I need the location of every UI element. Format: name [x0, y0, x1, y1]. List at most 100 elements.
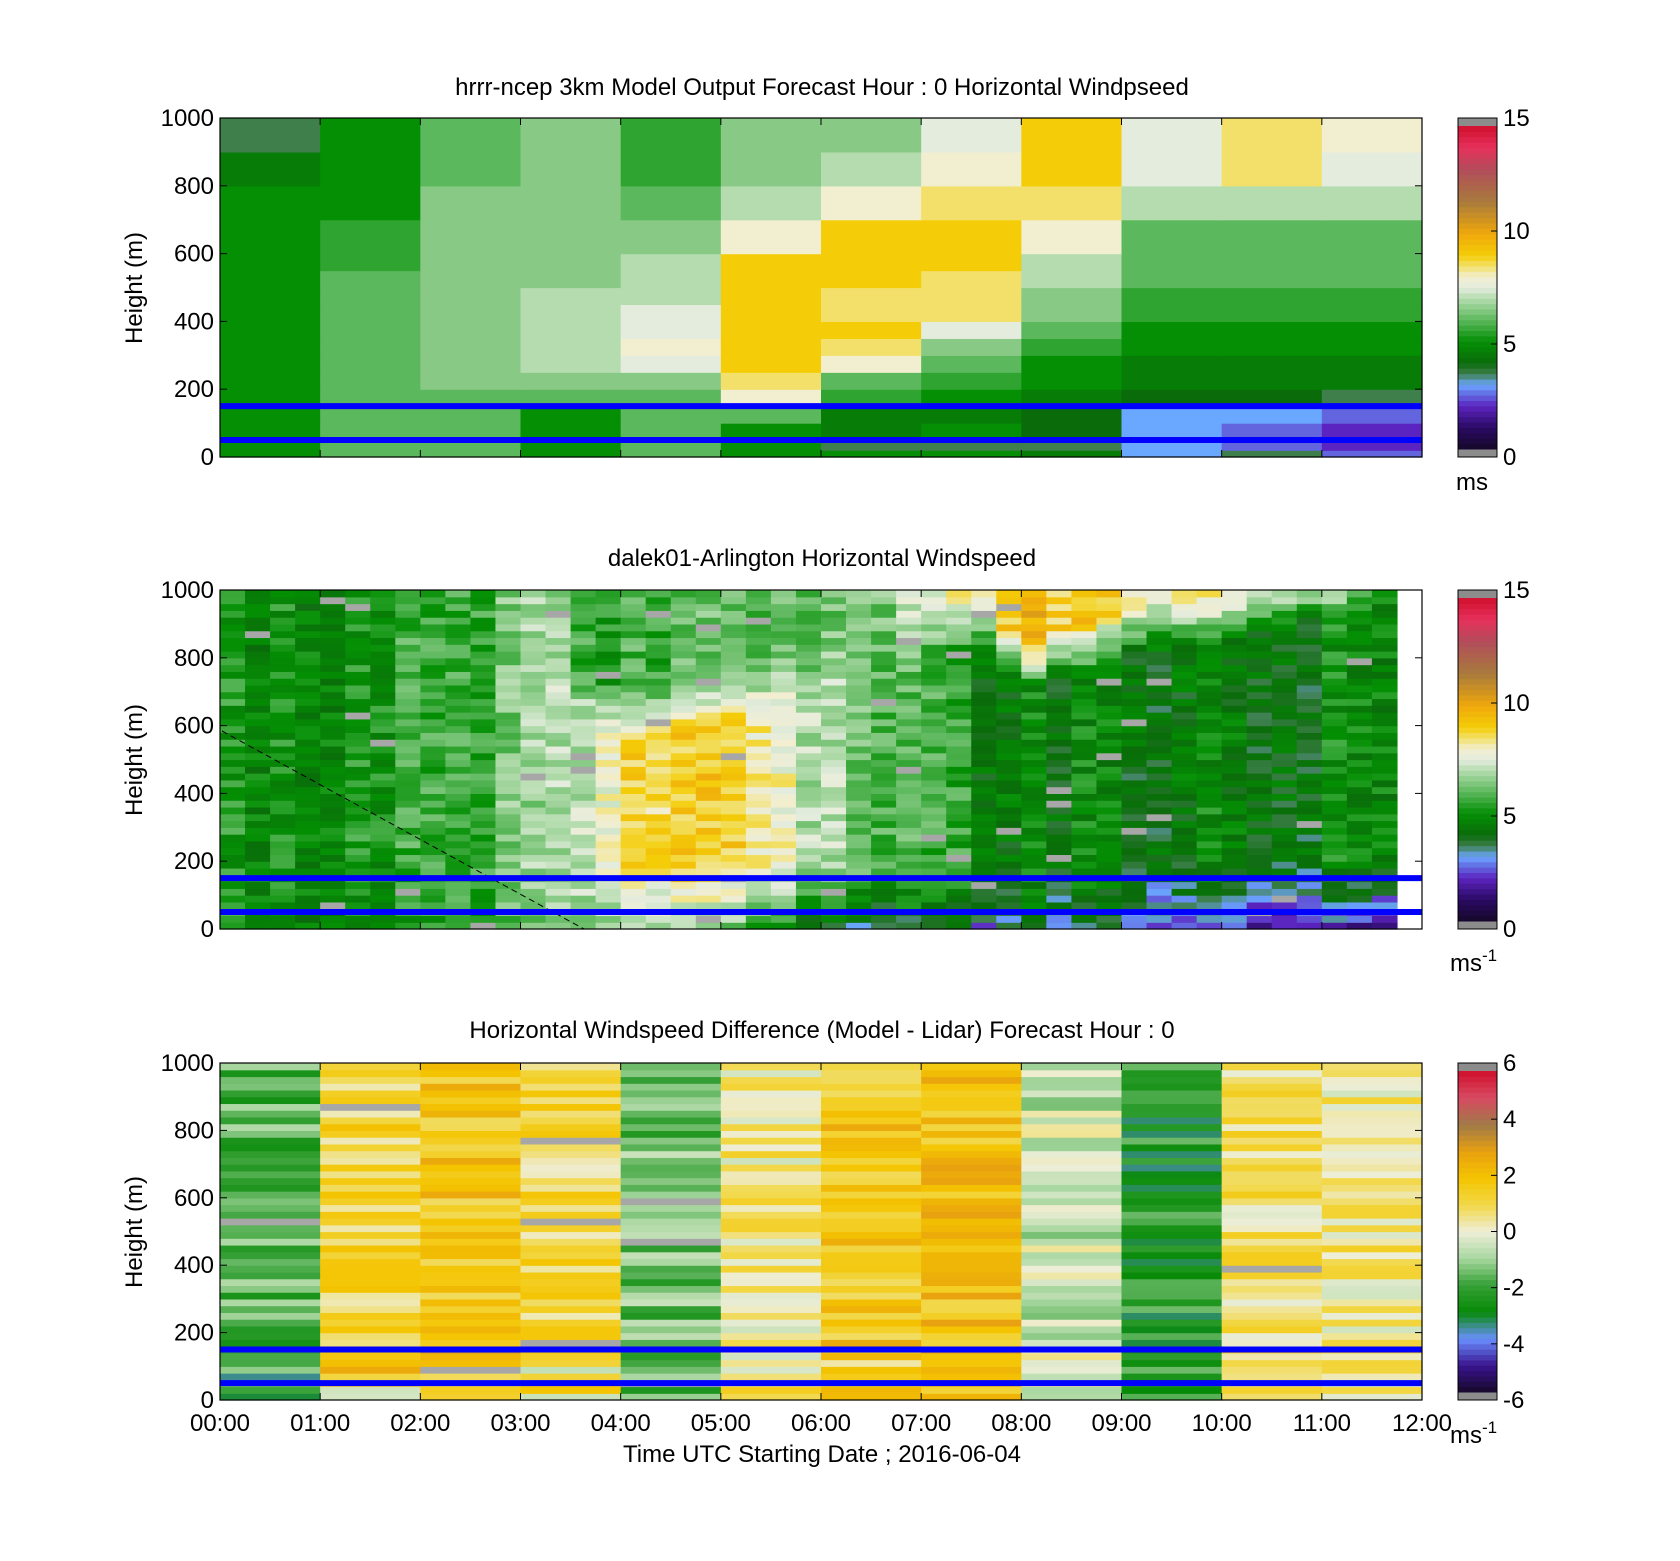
- lidar-cell: [320, 651, 346, 659]
- lidar-cell: [720, 806, 747, 815]
- lidar-cell: [745, 888, 772, 896]
- colorbar-segment: [1458, 1145, 1497, 1152]
- lidar-cell: [921, 834, 947, 842]
- lidar-cell: [1146, 861, 1173, 869]
- lidar-cell: [1346, 800, 1373, 808]
- model-cell: [520, 118, 622, 153]
- model-cell: [320, 118, 421, 153]
- lidar-cell: [295, 651, 321, 659]
- lidar-cell: [1221, 664, 1248, 672]
- difference-cell: [420, 1069, 522, 1078]
- lidar-cell: [971, 603, 997, 611]
- lidar-cell: [971, 895, 997, 903]
- panel-model-title: hrrr-ncep 3km Model Output Forecast Hour…: [455, 74, 1189, 101]
- difference-cell: [420, 1244, 522, 1253]
- lidar-cell: [1321, 623, 1348, 632]
- lidar-cell: [395, 813, 421, 822]
- lidar-cell: [1146, 651, 1173, 659]
- lidar-cell: [545, 590, 572, 598]
- difference-cell: [1021, 1251, 1123, 1260]
- difference-cell: [220, 1292, 321, 1300]
- lidar-cell: [896, 745, 922, 754]
- difference-cell: [720, 1244, 822, 1253]
- lidar-cell: [570, 651, 597, 659]
- model-cell: [1321, 372, 1423, 390]
- lidar-cell: [620, 922, 647, 930]
- lidar-cell: [795, 861, 822, 869]
- lidar-cell: [695, 617, 722, 625]
- lidar-cell: [871, 691, 897, 700]
- difference-cell: [1321, 1063, 1423, 1071]
- lidar-cell: [971, 590, 997, 598]
- lidar-cell: [946, 596, 972, 605]
- difference-cell: [620, 1218, 722, 1226]
- lidar-cell: [320, 834, 346, 842]
- lidar-cell: [1271, 867, 1298, 876]
- model-cell: [620, 219, 722, 255]
- difference-cell: [1021, 1211, 1123, 1219]
- model-cell: [1321, 406, 1423, 424]
- colorbar-segment: [1458, 276, 1497, 283]
- difference-cell: [921, 1096, 1022, 1105]
- lidar-cell: [795, 657, 822, 666]
- lidar-cell: [1096, 752, 1123, 761]
- difference-cell: [620, 1177, 722, 1185]
- lidar-cell: [821, 854, 847, 862]
- lidar-cell: [1121, 840, 1148, 849]
- colorbar-tick-label: 15: [1503, 577, 1530, 604]
- lidar-cell: [896, 712, 922, 720]
- lidar-cell: [745, 603, 772, 611]
- lidar-cell: [821, 644, 847, 652]
- difference-cell: [520, 1130, 622, 1138]
- lidar-cell: [795, 590, 822, 598]
- lidar-cell: [420, 759, 446, 767]
- lidar-cell: [1221, 834, 1248, 842]
- model-cell: [520, 287, 622, 306]
- model-cell: [220, 219, 321, 255]
- lidar-cell: [220, 745, 246, 754]
- lidar-cell: [1046, 806, 1073, 815]
- lidar-cell: [395, 779, 421, 788]
- lidar-cell: [545, 847, 572, 856]
- lidar-cell: [645, 718, 672, 727]
- lidar-cell: [620, 603, 647, 611]
- difference-cell: [821, 1285, 922, 1293]
- lidar-cell: [1246, 793, 1273, 801]
- lidar-cell: [720, 847, 747, 856]
- lidar-cell: [645, 590, 672, 598]
- lidar-cell: [1046, 786, 1073, 794]
- colorbar-segment: [1458, 877, 1497, 884]
- lidar-cell: [770, 827, 797, 835]
- lidar-cell: [270, 800, 296, 808]
- lidar-cell: [220, 806, 246, 815]
- lidar-cell: [295, 671, 321, 679]
- lidar-cell: [295, 834, 321, 842]
- difference-cell: [320, 1110, 421, 1118]
- difference-cell: [720, 1116, 822, 1125]
- lidar-cell: [821, 861, 847, 869]
- lidar-cell: [1346, 739, 1373, 747]
- difference-cell: [821, 1110, 922, 1118]
- lidar-cell: [670, 739, 697, 747]
- lidar-cell: [871, 895, 897, 903]
- lidar-cell: [570, 779, 597, 788]
- model-cell: [921, 253, 1022, 272]
- lidar-cell: [495, 779, 522, 788]
- lidar-cell: [1071, 861, 1098, 869]
- model-cell: [1221, 338, 1323, 356]
- lidar-cell: [1046, 820, 1073, 828]
- lidar-cell: [1146, 617, 1173, 625]
- model-cell: [320, 406, 421, 424]
- lidar-cell: [1121, 895, 1148, 903]
- lidar-cell: [846, 644, 872, 652]
- lidar-cell: [1321, 867, 1348, 876]
- difference-cell: [821, 1332, 922, 1340]
- lidar-cell: [220, 712, 246, 720]
- y-tick-label: 600: [174, 713, 214, 740]
- colorbar-segment: [1458, 282, 1497, 288]
- difference-cell: [620, 1137, 722, 1145]
- lidar-cell: [1121, 759, 1148, 767]
- difference-cell: [1321, 1177, 1423, 1185]
- lidar-cell: [871, 705, 897, 713]
- difference-cell: [420, 1197, 522, 1206]
